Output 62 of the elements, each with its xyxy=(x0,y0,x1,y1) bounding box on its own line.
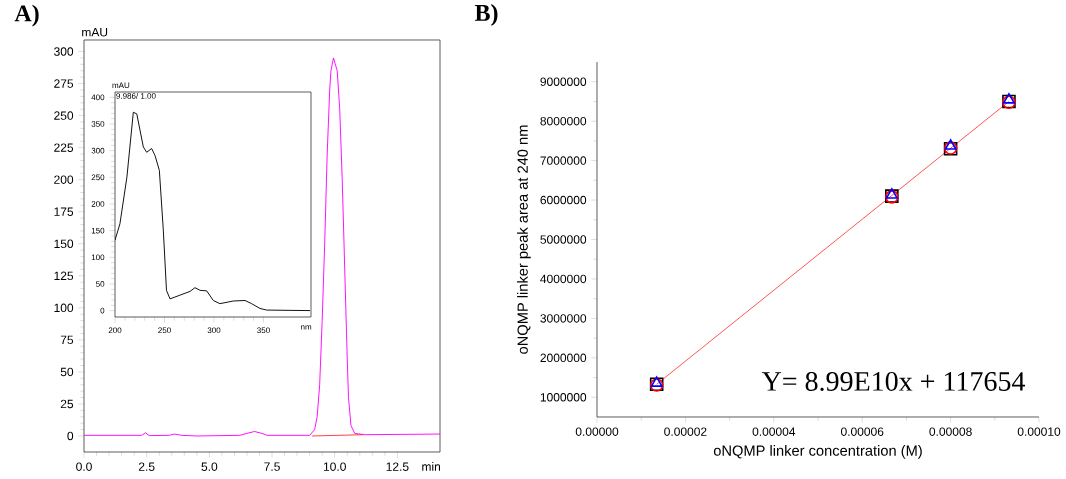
x-tick-label: 0.00006 xyxy=(840,427,884,436)
x-tick-label: 2.5 xyxy=(138,462,155,471)
y-tick-label: 7000000 xyxy=(540,156,587,165)
y-tick-label: 9000000 xyxy=(540,77,587,86)
y-tick-label: 75 xyxy=(60,335,74,345)
y-tick-label: 5000000 xyxy=(540,235,587,244)
y-tick-label: 100 xyxy=(91,254,105,261)
point xyxy=(650,376,663,387)
y-axis-title: mAU xyxy=(112,82,130,89)
x-tick-label: 0.00008 xyxy=(929,427,972,436)
y-tick-label: 125 xyxy=(54,271,74,281)
y-tick-label: 1000000 xyxy=(540,393,587,402)
point xyxy=(885,188,898,199)
x-tick-label: 250 xyxy=(158,327,171,334)
y-tick-label: 175 xyxy=(54,207,74,216)
y-tick-label: 250 xyxy=(91,174,105,181)
y-axis-title: mAU xyxy=(82,28,108,37)
y-tick-label: 200 xyxy=(91,201,105,207)
y-axis-title: oNQMP linker peak area at 240 nm xyxy=(517,125,531,354)
x-tick-label: 0.00000 xyxy=(575,427,619,436)
x-tick-label: 0.00004 xyxy=(752,427,796,436)
y-tick-label: 4000000 xyxy=(540,274,587,284)
chart-title: A) xyxy=(14,4,39,27)
y-tick-label: 50 xyxy=(60,367,74,377)
x-tick-label: 0.00002 xyxy=(664,427,707,436)
chart-title: B) xyxy=(474,4,498,26)
x-tick-label: 0.00010 xyxy=(1017,427,1061,436)
y-tick-label: 100 xyxy=(54,303,74,313)
y-tick-label: 150 xyxy=(54,239,74,249)
y-tick-label: 225 xyxy=(54,143,74,152)
annotation: Y= 8.99E10x + 117654 xyxy=(761,372,1026,392)
y-tick-label: 400 xyxy=(91,94,105,101)
line-series xyxy=(115,111,311,312)
x-tick-label: 0.0 xyxy=(76,462,92,471)
y-tick-label: 0 xyxy=(67,431,74,441)
x-tick-label: 10.0 xyxy=(323,462,346,471)
y-tick-label: 300 xyxy=(54,47,74,56)
x-tick-label: 5.0 xyxy=(201,462,218,471)
y-tick-label: 6000000 xyxy=(540,195,587,205)
y-tick-label: 50 xyxy=(96,281,105,287)
point xyxy=(1002,93,1015,104)
y-tick-label: 25 xyxy=(60,399,74,409)
y-tick-label: 200 xyxy=(54,175,74,184)
x-tick-label: 12.5 xyxy=(386,462,409,471)
x-axis-title: nm xyxy=(301,325,312,330)
y-tick-label: 250 xyxy=(54,111,74,120)
annotation: 9.986/ 1.00 xyxy=(116,92,156,99)
point xyxy=(944,139,957,150)
y-tick-label: 0 xyxy=(100,307,105,314)
x-tick-label: 7.5 xyxy=(264,462,280,471)
y-tick-label: 275 xyxy=(54,79,74,88)
x-tick-label: 350 xyxy=(257,327,270,334)
y-tick-label: 2000000 xyxy=(540,353,587,363)
y-tick-label: 350 xyxy=(91,121,105,127)
x-axis-title: min xyxy=(422,462,440,471)
y-tick-label: 150 xyxy=(91,227,105,234)
y-tick-label: 3000000 xyxy=(540,314,587,323)
y-tick-label: 8000000 xyxy=(540,116,587,126)
x-axis-title: oNQMP linker concentration (M) xyxy=(713,445,922,459)
x-tick-label: 200 xyxy=(108,327,122,334)
x-tick-label: 300 xyxy=(207,327,221,334)
y-tick-label: 300 xyxy=(91,147,105,154)
